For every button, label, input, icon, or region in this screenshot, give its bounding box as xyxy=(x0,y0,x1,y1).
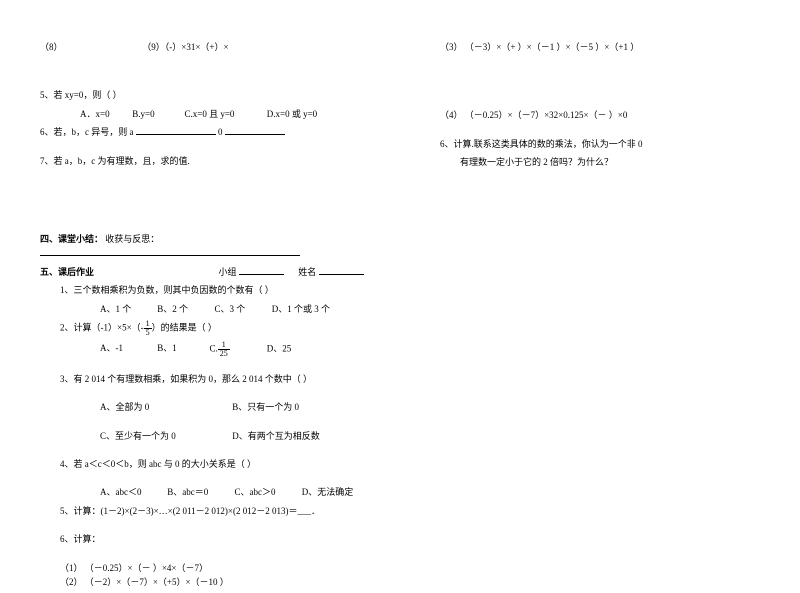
hw6-sub1: （1） （－0.25）×（－ ）×4×（－7） xyxy=(60,561,250,575)
hw-5: 5、计算：(1－2)×(2－3)×…×(2 011－2 012)×(2 012－… xyxy=(40,504,420,518)
question-5-options: A．x=0 B.y=0 C.x=0 且 y=0 D.x=0 或 y=0 xyxy=(40,107,420,121)
q6-text: 6、若，b，c 异号，则 a xyxy=(40,127,134,137)
fraction-1-25: 125 xyxy=(218,341,230,358)
hw3-opt-c: C、至少有一个为 0 xyxy=(100,429,230,443)
hw-3: 3、有 2 014 个有理数相乘，如果积为 0，那么 2 014 个数中（ ） xyxy=(40,372,420,386)
name-label: 姓名 xyxy=(298,267,316,277)
name-input[interactable] xyxy=(319,265,364,275)
hw2-opt-a: A、-1 xyxy=(100,341,155,355)
hw1-opt-a: A、1 个 xyxy=(100,302,155,316)
hw-4: 4、若 a＜c＜0＜b，则 abc 与 0 的大小关系是（ ） xyxy=(40,457,420,471)
section-5: 五、课后作业 小组 姓名 xyxy=(40,265,420,279)
question-5: 5、若 xy=0，则（ ） xyxy=(40,88,420,102)
q5-opt-a: A．x=0 xyxy=(80,107,130,121)
hw3-opt-a: A、全部为 0 xyxy=(100,400,230,414)
hw4-opt-c: C、abc＞0 xyxy=(235,485,300,499)
right-q6-line1: 6、计算.联系这类具体的数的乘法，你认为一个非 0 xyxy=(440,137,760,151)
hw-1: 1、三个数相乘积为负数，则其中负因数的个数有（ ） xyxy=(40,283,420,297)
hw-2-options: A、-1 B、1 C.125 D、25 xyxy=(40,341,420,358)
question-6: 6、若，b，c 异号，则 a 0 xyxy=(40,125,420,139)
hw3-opt-b: B、只有一个为 0 xyxy=(232,402,299,412)
group-label: 小组 xyxy=(219,267,237,277)
hw2-opt-c: C.125 xyxy=(210,341,265,358)
question-7: 7、若 a，b，c 为有理数，且，求的值. xyxy=(40,154,420,168)
hw2-opt-d: D、25 xyxy=(267,343,292,353)
section-4: 四、课堂小结： 收获与反思： xyxy=(40,232,420,261)
hw-1-options: A、1 个 B、2 个 C、3 个 D、1 个或 3 个 xyxy=(40,302,420,316)
blank-input[interactable] xyxy=(225,125,285,135)
group-input[interactable] xyxy=(239,265,284,275)
hw2-post: ）的结果是（ ） xyxy=(152,322,217,332)
section-5-label: 五、课后作业 xyxy=(40,267,94,277)
hw1-opt-d: D、1 个或 3 个 xyxy=(272,304,330,314)
q9-label: （9）（-）×31×（+）× xyxy=(142,42,228,52)
right-q4: （4） （－0.25）×（－7）×32×0.125×（－ ）×0 xyxy=(440,108,760,122)
fraction-1-5: 15 xyxy=(144,320,152,337)
q5-opt-b: B.y=0 xyxy=(132,107,182,121)
hw-3-row1: A、全部为 0 B、只有一个为 0 xyxy=(40,400,420,414)
blank-input[interactable] xyxy=(136,125,216,135)
hw-2: 2、计算（-1）×5×（-15）的结果是（ ） xyxy=(40,320,420,337)
hw2-opt-b: B、1 xyxy=(157,341,207,355)
hw4-opt-d: D、无法确定 xyxy=(302,487,354,497)
hw3-opt-d: D、有两个互为相反数 xyxy=(232,431,320,441)
hw-3-row2: C、至少有一个为 0 D、有两个互为相反数 xyxy=(40,429,420,443)
hw4-opt-b: B、abc＝0 xyxy=(167,485,232,499)
hw4-opt-a: A、abc＜0 xyxy=(100,485,165,499)
hw1-opt-b: B、2 个 xyxy=(157,302,212,316)
right-q3: （3） （－3）×（+ ）×（－1 ）×（－5 ）×（+1 ） xyxy=(440,40,760,54)
hw-6: 6、计算： xyxy=(40,532,420,546)
question-8-9: （8） （9）（-）×31×（+）× xyxy=(40,40,420,54)
hw-4-options: A、abc＜0 B、abc＝0 C、abc＞0 D、无法确定 xyxy=(40,485,420,499)
q8-label: （8） xyxy=(40,40,140,54)
hw1-opt-c: C、3 个 xyxy=(215,302,270,316)
q5-opt-d: D.x=0 或 y=0 xyxy=(267,109,317,119)
section-4-text: 收获与反思： xyxy=(105,234,159,244)
hw2-pre: 2、计算（-1）×5×（- xyxy=(60,322,144,332)
q5-opt-c: C.x=0 且 y=0 xyxy=(185,107,265,121)
reflection-input[interactable] xyxy=(40,246,300,256)
right-q6-line2: 有理数一定小于它的 2 倍吗？为什么？ xyxy=(440,155,760,169)
hw6-sub2: （2） （－2）×（－7）×（+5）×（－10 ） xyxy=(60,577,229,587)
section-4-label: 四、课堂小结： xyxy=(40,234,103,244)
q6-zero: 0 xyxy=(218,127,223,137)
